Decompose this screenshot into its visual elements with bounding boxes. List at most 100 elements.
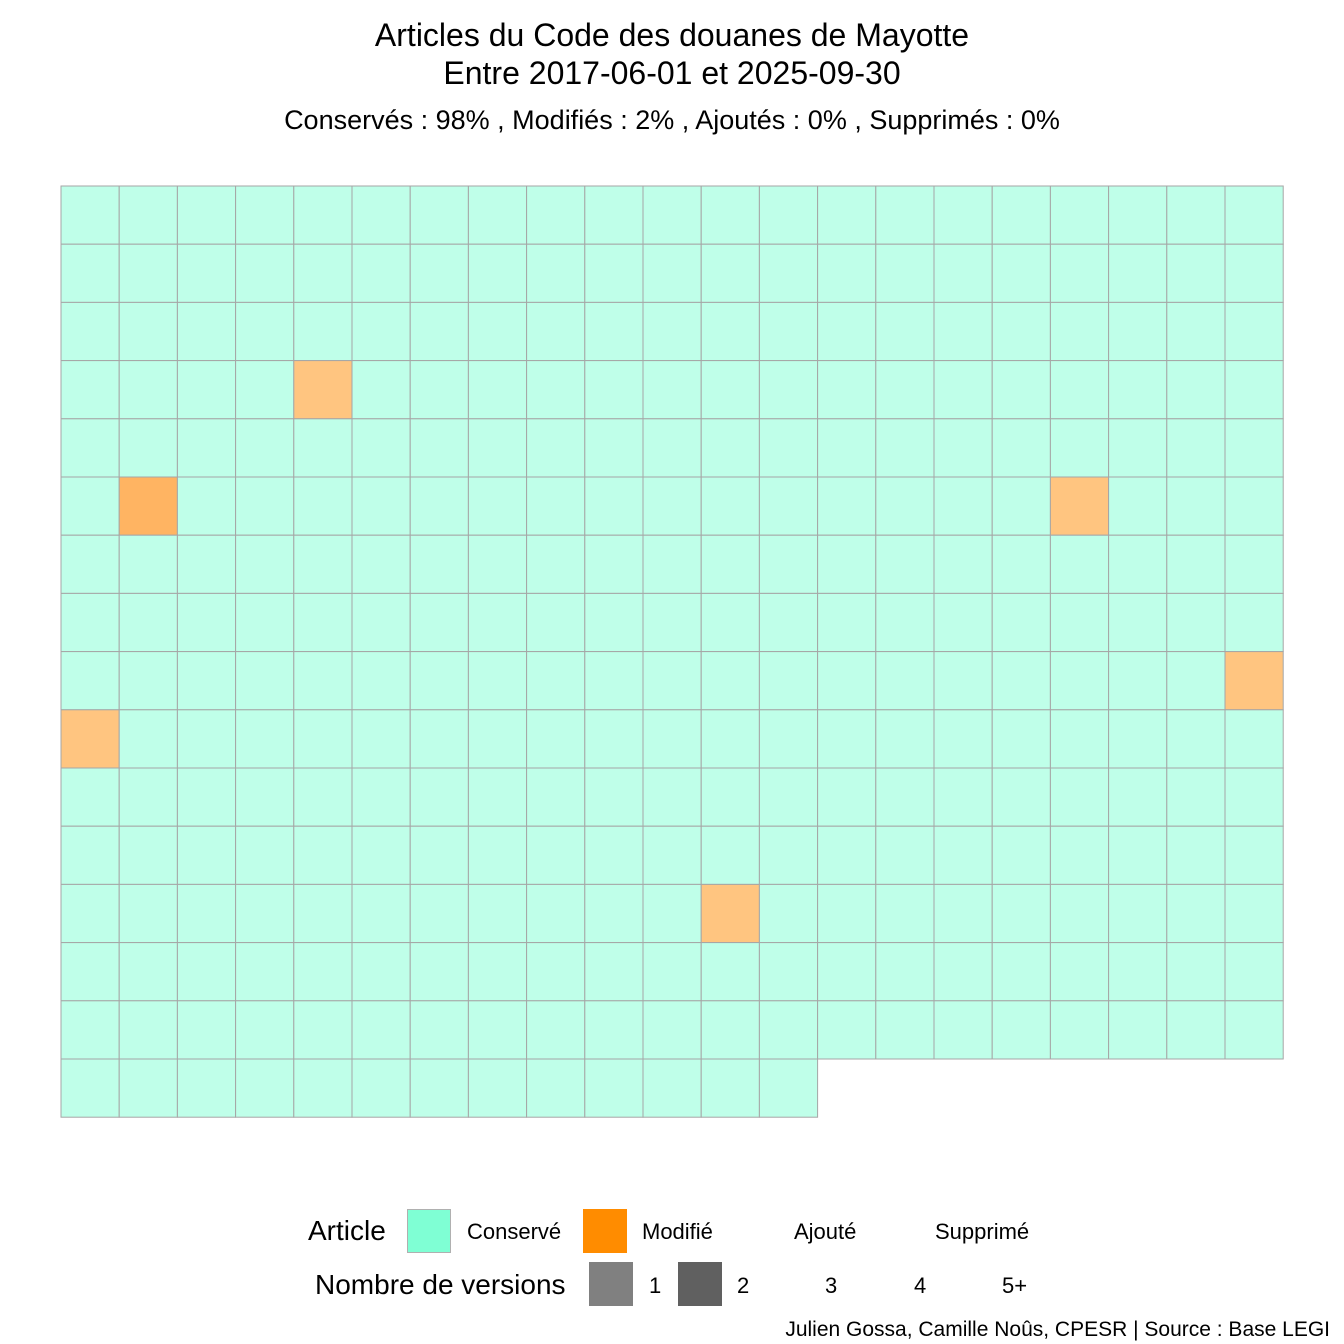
cell-conserve	[60, 942, 120, 1002]
cell-conserve	[642, 942, 702, 1002]
cell-conserve	[875, 534, 935, 594]
cell-conserve	[1166, 767, 1226, 827]
cell-conserve	[1224, 592, 1284, 653]
cell-conserve	[933, 243, 993, 303]
cell-conserve	[293, 1058, 353, 1118]
legend-label-version-4: 4	[914, 1273, 927, 1298]
cell-conserve	[293, 185, 353, 245]
cell-conserve	[1166, 592, 1226, 653]
cell-conserve	[642, 1058, 702, 1118]
cell-conserve	[817, 360, 877, 420]
cell-conserve	[642, 709, 702, 769]
cell-conserve	[584, 1000, 644, 1060]
cell-conserve	[758, 592, 819, 653]
cell-conserve	[235, 534, 295, 594]
cell-conserve	[118, 301, 178, 362]
cell-conserve	[991, 592, 1051, 653]
cell-conserve	[526, 476, 586, 536]
cell-conserve	[642, 418, 702, 478]
cell-conserve	[526, 942, 586, 1002]
cell-conserve	[118, 709, 178, 769]
cell-conserve	[817, 476, 877, 536]
cell-conserve	[817, 301, 877, 362]
cell-conserve	[817, 825, 877, 885]
cell-conserve	[642, 360, 702, 420]
cell-conserve	[875, 767, 935, 827]
cell-conserve	[758, 883, 819, 944]
cell-conserve	[118, 185, 178, 245]
cell-conserve	[700, 185, 760, 245]
cell-conserve	[817, 185, 877, 245]
cell-conserve	[875, 185, 935, 245]
cell-conserve	[700, 651, 760, 711]
cell-conserve	[875, 709, 935, 769]
cell-conserve	[1049, 301, 1110, 362]
cell-conserve	[293, 592, 353, 653]
cell-conserve	[409, 883, 469, 944]
cell-conserve	[642, 243, 702, 303]
cell-modifie	[1049, 476, 1110, 536]
cell-conserve	[293, 476, 353, 536]
cell-conserve	[293, 767, 353, 827]
cell-conserve	[526, 592, 586, 653]
cell-conserve	[758, 1000, 819, 1060]
cell-conserve	[1224, 418, 1284, 478]
cell-conserve	[176, 476, 237, 536]
cell-conserve	[176, 883, 237, 944]
cell-conserve	[584, 709, 644, 769]
cell-conserve	[1108, 883, 1168, 944]
cell-conserve	[176, 301, 237, 362]
cell-conserve	[933, 1000, 993, 1060]
cell-conserve	[60, 360, 120, 420]
cell-conserve	[933, 883, 993, 944]
cell-conserve	[875, 592, 935, 653]
cell-conserve	[1166, 301, 1226, 362]
chart-subtitle: Entre 2017-06-01 et 2025-09-30	[443, 55, 901, 91]
cell-conserve	[60, 476, 120, 536]
cell-conserve	[1166, 883, 1226, 944]
cell-conserve	[351, 476, 411, 536]
legend-label-version-5plus: 5+	[1002, 1273, 1028, 1298]
cell-conserve	[235, 476, 295, 536]
cell-conserve	[409, 185, 469, 245]
cell-conserve	[1108, 709, 1168, 769]
cell-conserve	[933, 534, 993, 594]
cell-conserve	[700, 592, 760, 653]
cell-conserve	[526, 1000, 586, 1060]
cell-conserve	[526, 767, 586, 827]
cell-conserve	[60, 1000, 120, 1060]
cell-conserve	[1108, 942, 1168, 1002]
cell-conserve	[235, 360, 295, 420]
cell-conserve	[584, 1058, 644, 1118]
cell-conserve	[700, 942, 760, 1002]
cell-conserve	[1224, 767, 1284, 827]
cell-conserve	[1049, 825, 1110, 885]
cell-conserve	[1166, 651, 1226, 711]
cell-conserve	[526, 1058, 586, 1118]
cell-conserve	[758, 301, 819, 362]
cell-conserve	[642, 651, 702, 711]
cell-conserve	[758, 476, 819, 536]
cell-conserve	[1049, 418, 1110, 478]
cell-conserve	[758, 185, 819, 245]
cell-conserve	[293, 651, 353, 711]
cell-conserve	[817, 418, 877, 478]
cell-conserve	[1224, 942, 1284, 1002]
cell-conserve	[176, 592, 237, 653]
chart-title: Articles du Code des douanes de Mayotte	[374, 17, 970, 53]
cell-conserve	[1049, 534, 1110, 594]
cell-conserve	[642, 883, 702, 944]
cell-conserve	[1224, 360, 1284, 420]
cell-conserve	[235, 1000, 295, 1060]
cell-conserve	[1166, 1000, 1226, 1060]
cell-conserve	[700, 1000, 760, 1060]
cell-conserve	[1224, 243, 1284, 303]
cell-conserve	[642, 476, 702, 536]
cell-conserve	[467, 301, 528, 362]
cell-conserve	[700, 476, 760, 536]
cell-conserve	[1224, 883, 1284, 944]
cell-conserve	[176, 942, 237, 1002]
cell-conserve	[1108, 651, 1168, 711]
cell-conserve	[584, 942, 644, 1002]
cell-conserve	[1166, 942, 1226, 1002]
